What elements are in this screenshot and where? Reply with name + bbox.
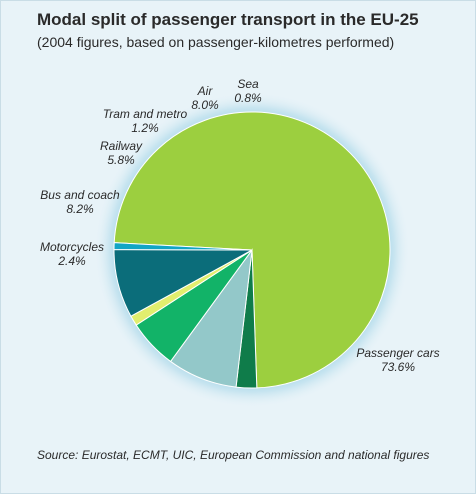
pie-slices xyxy=(113,111,391,389)
slice-value-bus-and-coach: 8.2% xyxy=(66,202,94,216)
chart-source: Source: Eurostat, ECMT, UIC, European Co… xyxy=(37,448,430,462)
chart-title: Modal split of passenger transport in th… xyxy=(37,10,419,29)
slice-label-air: Air xyxy=(197,84,214,98)
slice-label-railway: Railway xyxy=(100,139,143,153)
slice-value-railway: 5.8% xyxy=(107,153,135,167)
slice-label-motorcycles: Motorcycles xyxy=(40,240,104,254)
pie-slice-sea xyxy=(113,242,253,251)
slice-label-passenger-cars: Passenger cars xyxy=(356,346,439,360)
chart-subtitle: (2004 figures, based on passenger-kilome… xyxy=(37,34,395,50)
slice-label-tram-and-metro: Tram and metro xyxy=(103,107,188,121)
slice-value-air: 8.0% xyxy=(191,98,219,112)
slice-value-passenger-cars: 73.6% xyxy=(381,360,415,374)
slice-value-motorcycles: 2.4% xyxy=(57,254,86,268)
slice-label-bus-and-coach: Bus and coach xyxy=(40,188,120,202)
slice-label-sea: Sea xyxy=(237,77,259,91)
slice-value-sea: 0.8% xyxy=(234,91,262,105)
slice-value-tram-and-metro: 1.2% xyxy=(131,121,159,135)
